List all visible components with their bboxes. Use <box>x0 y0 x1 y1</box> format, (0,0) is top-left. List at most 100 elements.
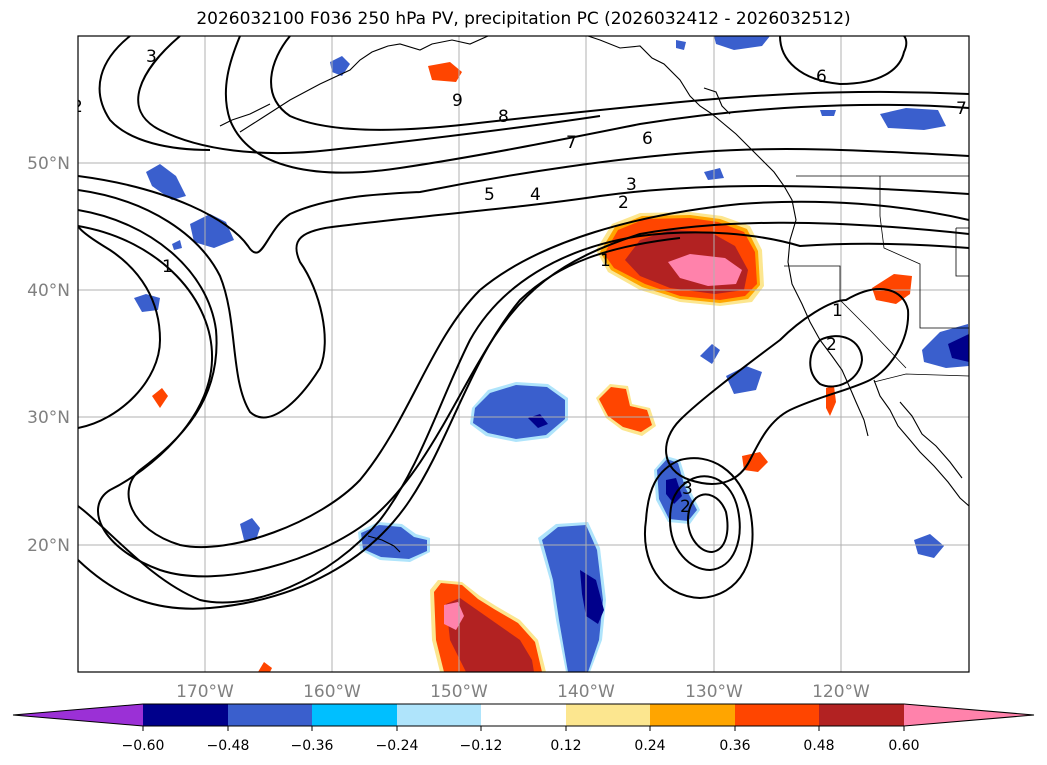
contour-label: 3 <box>626 175 637 195</box>
precip-blob-negative-hawaii <box>358 522 430 562</box>
colorbar-bin-zero <box>481 704 566 726</box>
precip-blob-negative-w <box>134 294 160 312</box>
precip-blob-small-west <box>152 388 168 408</box>
border-east <box>955 227 969 277</box>
colorbar-tick: −0.36 <box>291 738 334 754</box>
precip-blob-negative-nw <box>146 164 186 200</box>
coast-mexico <box>873 379 969 507</box>
border-states <box>879 176 969 329</box>
pv-contour-3 <box>78 200 969 549</box>
precip-blob-negative-e2 <box>700 344 720 364</box>
colorbar-tick: −0.48 <box>207 738 250 754</box>
colorbar-bin-pos-024 <box>650 704 735 726</box>
contour-label: 6 <box>642 129 653 149</box>
lon-label-130w: 130°W <box>685 682 743 702</box>
border-us-mexico <box>873 373 969 383</box>
contour-labels: 3 2 9 8 7 6 5 4 3 2 1 1 2 1 6 7 3 2 <box>78 47 967 517</box>
precip-blob-negative-central <box>470 382 568 442</box>
coast-gulf-california <box>899 401 963 479</box>
pv-contour-8 <box>137 36 601 155</box>
precip-blob-negative-sw <box>240 518 260 540</box>
colorbar-bin-neg-036 <box>228 704 312 726</box>
contour-label: 6 <box>816 67 827 87</box>
colorbar-tick: −0.24 <box>376 738 419 754</box>
contour-label: 1 <box>600 251 611 271</box>
pv-contour-2 <box>78 221 969 578</box>
colorbar-tick: 0.36 <box>719 738 750 754</box>
pv-contour-3-south <box>686 493 729 554</box>
contour-label: 1 <box>832 301 843 321</box>
coast-north-america-west <box>587 36 869 437</box>
colorbar-tick: −0.12 <box>460 738 503 754</box>
contour-label: 7 <box>956 99 967 119</box>
colorbar-tick: 0.60 <box>888 738 919 754</box>
lon-label-170w: 170°W <box>176 682 234 702</box>
colorbar-tick: 0.48 <box>803 738 834 754</box>
pv-contour-1 <box>78 231 969 604</box>
pv-contour-7 <box>270 36 969 131</box>
pv-contour-2-east <box>809 335 864 388</box>
lat-label-20n: 20°N <box>27 536 70 556</box>
coast-hawaii <box>367 535 401 553</box>
contour-label: 7 <box>566 133 577 153</box>
contour-label: 9 <box>452 91 463 111</box>
precip-blob-negative-top <box>714 36 770 50</box>
pv-contour-3-north <box>98 36 211 151</box>
pv-contour-6 <box>224 36 969 174</box>
precip-blob-negative-alaska <box>330 56 350 76</box>
precip-blob-negative-arizona-core <box>948 334 969 362</box>
pv-contour-west-loop <box>78 225 162 429</box>
precip-blob-small-north <box>428 62 462 82</box>
pv-contours <box>78 36 969 610</box>
precip-blob-small-hawaii-east <box>742 452 768 472</box>
contour-label: 5 <box>484 185 495 205</box>
colorbar: −0.60 −0.48 −0.36 −0.24 −0.12 0.12 0.24 … <box>12 703 1035 754</box>
precip-blob-negative-canada2 <box>820 110 836 116</box>
contour-label: 3 <box>682 479 693 499</box>
precip-blob-small-bottom <box>258 662 272 672</box>
colorbar-extend-right <box>904 704 1034 726</box>
pv-contour-1-south <box>644 457 754 600</box>
map-frame <box>77 35 970 673</box>
coast-alaska-peninsula <box>239 36 489 133</box>
contour-label: 4 <box>530 185 541 205</box>
pv-contour-5 <box>78 148 969 254</box>
colorbar-tick: 0.12 <box>550 738 581 754</box>
precip-blob-negative-canada <box>880 108 946 130</box>
precip-blob-negative-mexico <box>914 534 944 558</box>
lat-label-30n: 30°N <box>27 408 70 428</box>
pv-contour-2-south <box>668 475 741 572</box>
longitude-labels: 170°W 160°W 150°W 140°W 130°W 120°W <box>176 682 870 702</box>
colorbar-bin-pos-036 <box>735 704 819 726</box>
contour-label: 3 <box>146 47 157 67</box>
colorbar-tick: −0.60 <box>122 738 165 754</box>
contour-label: 1 <box>162 257 173 277</box>
lon-label-120w: 120°W <box>812 682 870 702</box>
lon-label-160w: 160°W <box>303 682 361 702</box>
pv-contour-6-north <box>779 36 908 86</box>
colorbar-bin-pos-012 <box>566 704 650 726</box>
lat-label-50n: 50°N <box>27 154 70 174</box>
lat-label-40n: 40°N <box>27 281 70 301</box>
map-background <box>78 36 969 672</box>
colorbar-bin-neg-024 <box>312 704 397 726</box>
lon-label-150w: 150°W <box>430 682 488 702</box>
pv-contour-4 <box>78 185 969 419</box>
contour-label: 8 <box>498 107 509 127</box>
latitude-labels: 50°N 40°N 30°N 20°N <box>27 154 70 556</box>
colorbar-bin-pos-048 <box>819 704 904 726</box>
precip-blob-positive-mid <box>596 384 656 436</box>
lon-label-140w: 140°W <box>557 682 615 702</box>
colorbar-tick: 0.24 <box>634 738 665 754</box>
pv-contour-1-east <box>665 288 910 485</box>
contour-label: 2 <box>618 193 629 213</box>
precip-blob-negative-south <box>538 522 606 672</box>
colorbar-bin-neg-048 <box>143 704 228 726</box>
precip-blob-negative-gulf <box>676 40 686 50</box>
pv-contour-1-outer <box>78 237 681 610</box>
contour-label: 2 <box>680 497 691 517</box>
map-title: 2026032100 F036 250 hPa PV, precipitatio… <box>196 9 851 29</box>
colorbar-bin-neg-012 <box>397 704 481 726</box>
contour-label: 2 <box>826 335 837 355</box>
